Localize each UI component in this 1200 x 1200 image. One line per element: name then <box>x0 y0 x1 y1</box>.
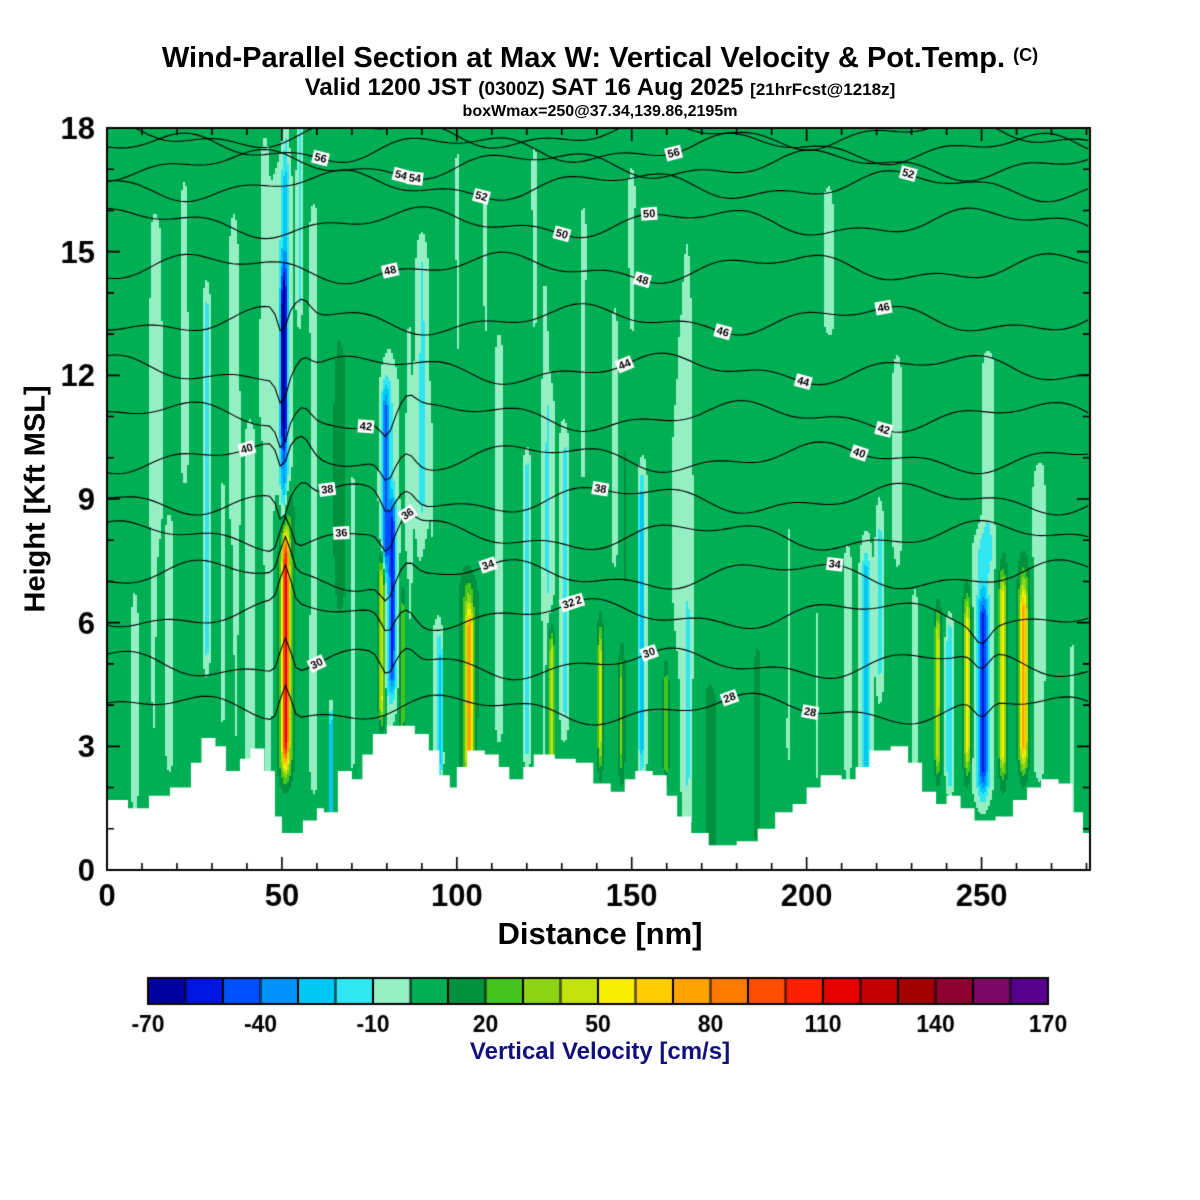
valid-time: Valid 1200 JST <box>304 74 472 102</box>
page-title: Wind-Parallel Section at Max W: Vertical… <box>161 42 1006 74</box>
wmax-info: boxWmax=250@37.34,139.86,2195m <box>462 103 738 121</box>
x-axis-label: Distance [nm] <box>497 916 703 951</box>
valid-date: SAT 16 Aug 2025 <box>551 74 744 102</box>
title-unit: (C) <box>1013 45 1039 65</box>
title-line: Wind-Parallel Section at Max W: Vertical… <box>0 42 1200 74</box>
valid-line: Valid 1200 JST (0300Z) SAT 16 Aug 2025 [… <box>0 75 1200 102</box>
forecast-hour: [21hrFcst@1218z] <box>750 80 896 100</box>
y-axis-label: Height [Kft MSL] <box>19 385 52 613</box>
valid-zulu: (0300Z) <box>478 79 545 101</box>
colorbar-label: Vertical Velocity [cm/s] <box>469 1038 731 1065</box>
header: Wind-Parallel Section at Max W: Vertical… <box>0 42 1200 121</box>
